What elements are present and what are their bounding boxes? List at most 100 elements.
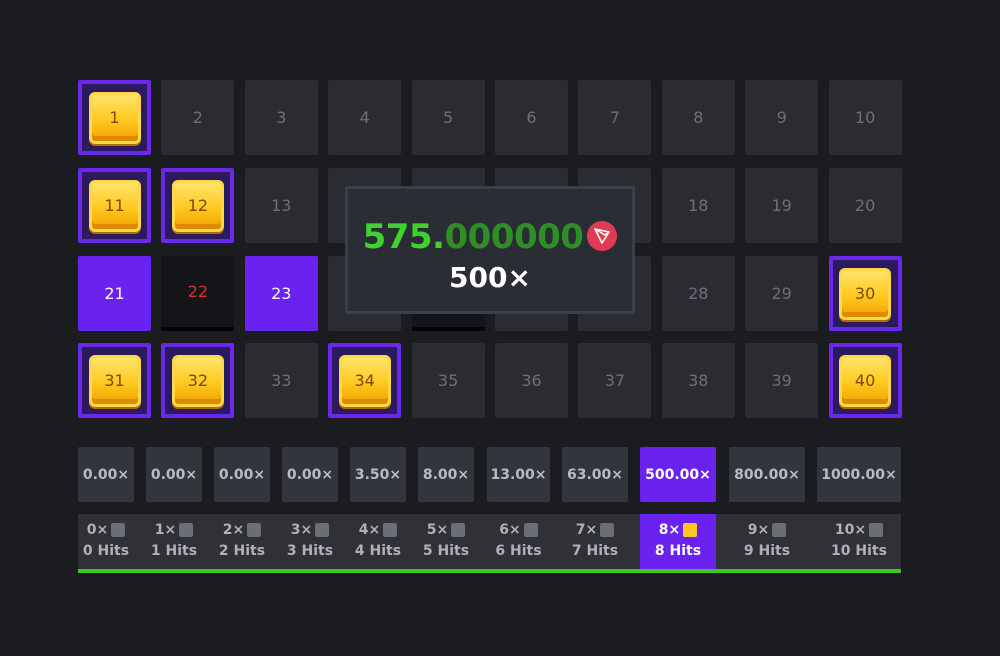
hit-count: 3× bbox=[290, 522, 313, 538]
keno-tile[interactable]: 20 bbox=[828, 168, 902, 243]
keno-tile[interactable]: 8 bbox=[661, 80, 735, 155]
hit-label: 9 Hits bbox=[743, 543, 791, 559]
payout-multiplier: 0.00× bbox=[214, 447, 270, 502]
hit-label: 6 Hits bbox=[495, 543, 542, 559]
payout-multiplier: 63.00× bbox=[562, 447, 628, 502]
gem-icon bbox=[315, 523, 330, 537]
keno-tile[interactable]: 13 bbox=[244, 168, 318, 243]
hit-count-row: 5× bbox=[418, 521, 474, 539]
hit-column: 0× 0 Hits bbox=[78, 514, 134, 569]
hit-label: 7 Hits bbox=[571, 543, 619, 559]
payout-multiplier: 8.00× bbox=[418, 447, 474, 502]
gem-tile-label: 32 bbox=[171, 354, 224, 407]
win-multiplier: 500× bbox=[449, 261, 531, 294]
hit-label: 4 Hits bbox=[354, 543, 402, 559]
gem-tile-label: 1 bbox=[88, 91, 141, 144]
win-amount: 575.000000 bbox=[348, 217, 632, 257]
hit-column: 4× 4 Hits bbox=[350, 514, 406, 569]
amount-integer: 575. bbox=[362, 217, 445, 257]
keno-tile[interactable]: 23 bbox=[244, 256, 318, 331]
gem-tile-label: 12 bbox=[171, 179, 224, 232]
gem-icon bbox=[111, 523, 126, 537]
hit-label: 3 Hits bbox=[286, 543, 334, 559]
hit-column: 7× 7 Hits bbox=[562, 514, 628, 569]
tron-icon bbox=[587, 221, 618, 251]
hit-count: 7× bbox=[575, 522, 598, 538]
keno-tile[interactable]: 34 bbox=[328, 343, 402, 418]
hits-row: 0× 0 Hits 1× 1 Hits 2× 2 Hits 3× 3 Hits 4× 4 Hits… bbox=[78, 514, 901, 573]
keno-tile[interactable]: 2 bbox=[161, 80, 235, 155]
hit-count: 0× bbox=[86, 522, 109, 538]
payout-multiplier: 3.50× bbox=[350, 447, 406, 502]
hit-column: 8× 8 Hits bbox=[640, 514, 716, 569]
hit-count-row: 10× bbox=[817, 521, 901, 539]
keno-tile[interactable]: 35 bbox=[411, 343, 485, 418]
hit-count-row: 1× bbox=[146, 521, 202, 539]
keno-tile[interactable]: 21 bbox=[78, 256, 151, 331]
hit-count-row: 6× bbox=[487, 521, 550, 539]
hit-count: 8× bbox=[658, 522, 681, 538]
gem-tile-label: 11 bbox=[88, 179, 141, 232]
hit-column: 1× 1 Hits bbox=[146, 514, 202, 569]
gem-icon bbox=[772, 523, 787, 537]
keno-tile[interactable]: 19 bbox=[745, 168, 819, 243]
keno-tile[interactable]: 38 bbox=[661, 343, 735, 418]
hit-count: 1× bbox=[154, 522, 177, 538]
gem-icon bbox=[383, 523, 398, 537]
hit-count: 4× bbox=[358, 522, 381, 538]
keno-tile[interactable]: 33 bbox=[244, 343, 318, 418]
keno-tile[interactable]: 40 bbox=[828, 343, 902, 418]
keno-tile[interactable]: 4 bbox=[328, 80, 402, 155]
payout-multiplier: 0.00× bbox=[146, 447, 202, 502]
keno-tile[interactable]: 10 bbox=[828, 80, 902, 155]
keno-tile[interactable]: 29 bbox=[745, 256, 819, 331]
hit-count-row: 4× bbox=[350, 521, 406, 539]
gem-icon bbox=[523, 523, 538, 537]
keno-tile[interactable]: 11 bbox=[78, 168, 151, 243]
hit-count-row: 9× bbox=[729, 521, 805, 539]
keno-tile[interactable]: 30 bbox=[828, 256, 902, 331]
keno-tile[interactable]: 18 bbox=[661, 168, 735, 243]
gem-icon bbox=[247, 523, 262, 537]
payout-multiplier: 0.00× bbox=[282, 447, 338, 502]
hit-label: 10 Hits bbox=[831, 543, 887, 559]
keno-tile[interactable]: 3 bbox=[244, 80, 318, 155]
keno-tile[interactable]: 5 bbox=[411, 80, 485, 155]
gem-icon bbox=[600, 523, 615, 537]
keno-tile[interactable]: 22 bbox=[161, 256, 235, 331]
gem-tile-label: 34 bbox=[338, 354, 391, 407]
hit-count-row: 8× bbox=[640, 521, 716, 539]
payout-multiplier: 500.00× bbox=[640, 447, 716, 502]
gem-tile-label: 31 bbox=[88, 354, 141, 407]
hit-count-row: 2× bbox=[214, 521, 270, 539]
hit-label: 8 Hits bbox=[654, 543, 702, 559]
gem-icon bbox=[451, 523, 466, 537]
keno-tile[interactable]: 28 bbox=[661, 256, 735, 331]
keno-tile[interactable]: 32 bbox=[161, 343, 235, 418]
payout-multiplier: 1000.00× bbox=[817, 447, 901, 502]
amount-decimals: 000000 bbox=[444, 217, 584, 257]
keno-tile[interactable]: 7 bbox=[578, 80, 652, 155]
hit-column: 9× 9 Hits bbox=[729, 514, 805, 569]
hit-label: 5 Hits bbox=[422, 543, 470, 559]
hit-column: 2× 2 Hits bbox=[214, 514, 270, 569]
keno-tile[interactable]: 1 bbox=[78, 80, 151, 155]
hit-count: 5× bbox=[426, 522, 449, 538]
keno-tile[interactable]: 39 bbox=[745, 343, 819, 418]
gem-tile-label: 40 bbox=[839, 354, 892, 407]
win-popup: 575.000000 500× bbox=[345, 186, 635, 314]
hit-count: 9× bbox=[747, 522, 770, 538]
keno-tile[interactable]: 36 bbox=[495, 343, 568, 418]
payout-multiplier: 800.00× bbox=[729, 447, 805, 502]
gem-icon bbox=[869, 523, 884, 537]
keno-tile[interactable]: 12 bbox=[161, 168, 235, 243]
hit-label: 2 Hits bbox=[218, 543, 266, 559]
keno-tile[interactable]: 31 bbox=[78, 343, 151, 418]
hit-count-row: 3× bbox=[282, 521, 338, 539]
keno-tile[interactable]: 6 bbox=[495, 80, 568, 155]
hit-label: 1 Hits bbox=[150, 543, 198, 559]
keno-tile[interactable]: 9 bbox=[745, 80, 819, 155]
gem-icon bbox=[179, 523, 194, 537]
keno-tile[interactable]: 37 bbox=[578, 343, 652, 418]
